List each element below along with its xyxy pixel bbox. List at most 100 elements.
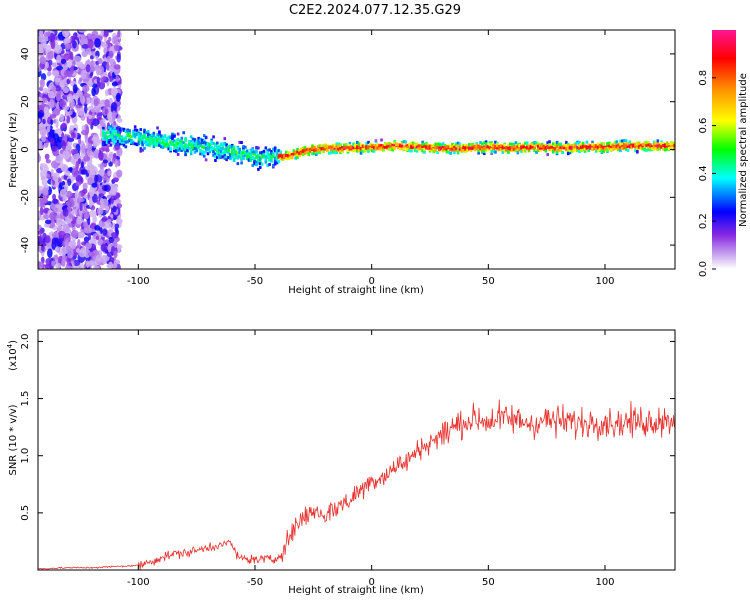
heatmap-cell (88, 114, 93, 120)
heatmap-cell (109, 125, 113, 129)
heatmap-cell (273, 147, 277, 151)
heatmap-cell (356, 146, 359, 150)
heatmap-cell (275, 161, 279, 165)
heatmap-cell (285, 153, 288, 157)
heatmap-cell (255, 163, 258, 167)
heatmap-cell (83, 236, 90, 243)
heatmap-cell (290, 155, 294, 159)
heatmap-cell (150, 133, 154, 137)
heatmap-cell (654, 147, 658, 151)
heatmap-cell (333, 143, 337, 147)
heatmap-cell (466, 144, 469, 148)
snr-x-axis-label: Height of straight line (km) (288, 585, 424, 596)
heatmap-cell (102, 126, 105, 130)
heatmap-cell (393, 141, 396, 145)
heatmap-cell (102, 143, 105, 147)
heatmap-cell (296, 150, 299, 154)
heatmap-cell (163, 134, 167, 138)
heatmap-cell (290, 153, 294, 157)
heatmap-cell (85, 96, 91, 105)
heatmap-cell (667, 146, 671, 150)
heatmap-cell (615, 147, 619, 151)
heatmap-cell (400, 142, 404, 146)
heatmap-cell (132, 140, 135, 144)
heatmap-cell (77, 238, 81, 249)
heatmap-cell (649, 148, 652, 152)
heatmap-cell (107, 139, 111, 143)
heatmap-cells (38, 30, 675, 269)
heatmap-cell (356, 149, 359, 153)
heatmap-cell (66, 78, 70, 84)
heatmap-cell (115, 133, 118, 137)
heatmap-cell (542, 147, 546, 151)
heatmap-cell (510, 148, 514, 152)
heatmap-cell (481, 146, 484, 150)
heatmap-cell (180, 146, 184, 150)
heatmap-cell (61, 132, 65, 139)
heatmap-cell (589, 145, 592, 149)
heatmap-cell (438, 146, 441, 150)
heatmap-cell (50, 137, 55, 145)
heatmap-cell (195, 140, 199, 144)
heatmap-cell (113, 139, 116, 143)
heatmap-cell (236, 147, 240, 151)
heatmap-cell (596, 142, 600, 146)
heatmap-cell (139, 149, 143, 153)
heatmap-cell (671, 146, 675, 150)
heatmap-cell (316, 148, 320, 152)
colorbar: 0.0 0.2 0.4 0.6 0.8 Normalized spectral ampl… (698, 30, 749, 277)
heatmap-cell (45, 159, 52, 164)
heatmap-cell (83, 104, 88, 114)
heatmap-cell (652, 140, 656, 144)
heatmap-cell (492, 149, 495, 153)
heatmap-cell (258, 151, 262, 155)
heatmap-cell (141, 141, 144, 145)
heatmap-cell (270, 156, 273, 160)
heatmap-cell (193, 139, 197, 143)
heatmap-cell (249, 150, 253, 154)
heatmap-cell (137, 140, 141, 144)
heatmap-cell (234, 150, 238, 154)
heatmap-cell (63, 133, 68, 143)
heatmap-cell (96, 207, 104, 215)
heatmap-cell (466, 148, 469, 152)
heatmap-cell (369, 147, 372, 151)
heatmap-cell (189, 135, 193, 139)
heatmap-cell (434, 142, 437, 146)
heatmap-cell (163, 139, 167, 143)
heatmap-cell (454, 147, 458, 151)
heatmap-cell (169, 136, 172, 140)
heatmap-cell (51, 236, 60, 245)
heatmap-cell (107, 126, 111, 130)
heatmap-cell (55, 262, 62, 269)
heatmap-cell (609, 143, 613, 147)
heatmap-cell (583, 149, 587, 153)
heatmap-cell (496, 146, 499, 150)
heatmap-cell (425, 145, 428, 149)
heatmap-cell (546, 141, 549, 145)
heatmap-cell (665, 147, 669, 151)
heatmap-cell (598, 143, 602, 147)
heatmap-cell (609, 145, 613, 149)
heatmap-cell (447, 148, 451, 152)
heatmap-cell (82, 188, 88, 194)
heatmap-cell (108, 237, 115, 244)
heatmap-cell (97, 238, 104, 246)
heatmap-cell (38, 35, 45, 43)
heatmap-cell (331, 145, 335, 149)
heatmap-cell (113, 135, 116, 139)
heatmap-cell (333, 151, 337, 155)
heatmap-cell (161, 135, 165, 139)
heatmap-cell (108, 161, 113, 167)
heatmap-cell (634, 145, 637, 149)
heatmap-cell (139, 138, 143, 142)
heatmap-cell (171, 133, 174, 137)
heatmap-cell (552, 150, 555, 154)
heatmap-cell (647, 148, 650, 152)
heatmap-cell (98, 66, 102, 76)
heatmap-cell (611, 146, 615, 150)
heatmap-cell (111, 110, 117, 121)
heatmap-cell (255, 145, 258, 149)
heatmap-cell (184, 138, 187, 142)
heatmap-cell (458, 142, 462, 146)
